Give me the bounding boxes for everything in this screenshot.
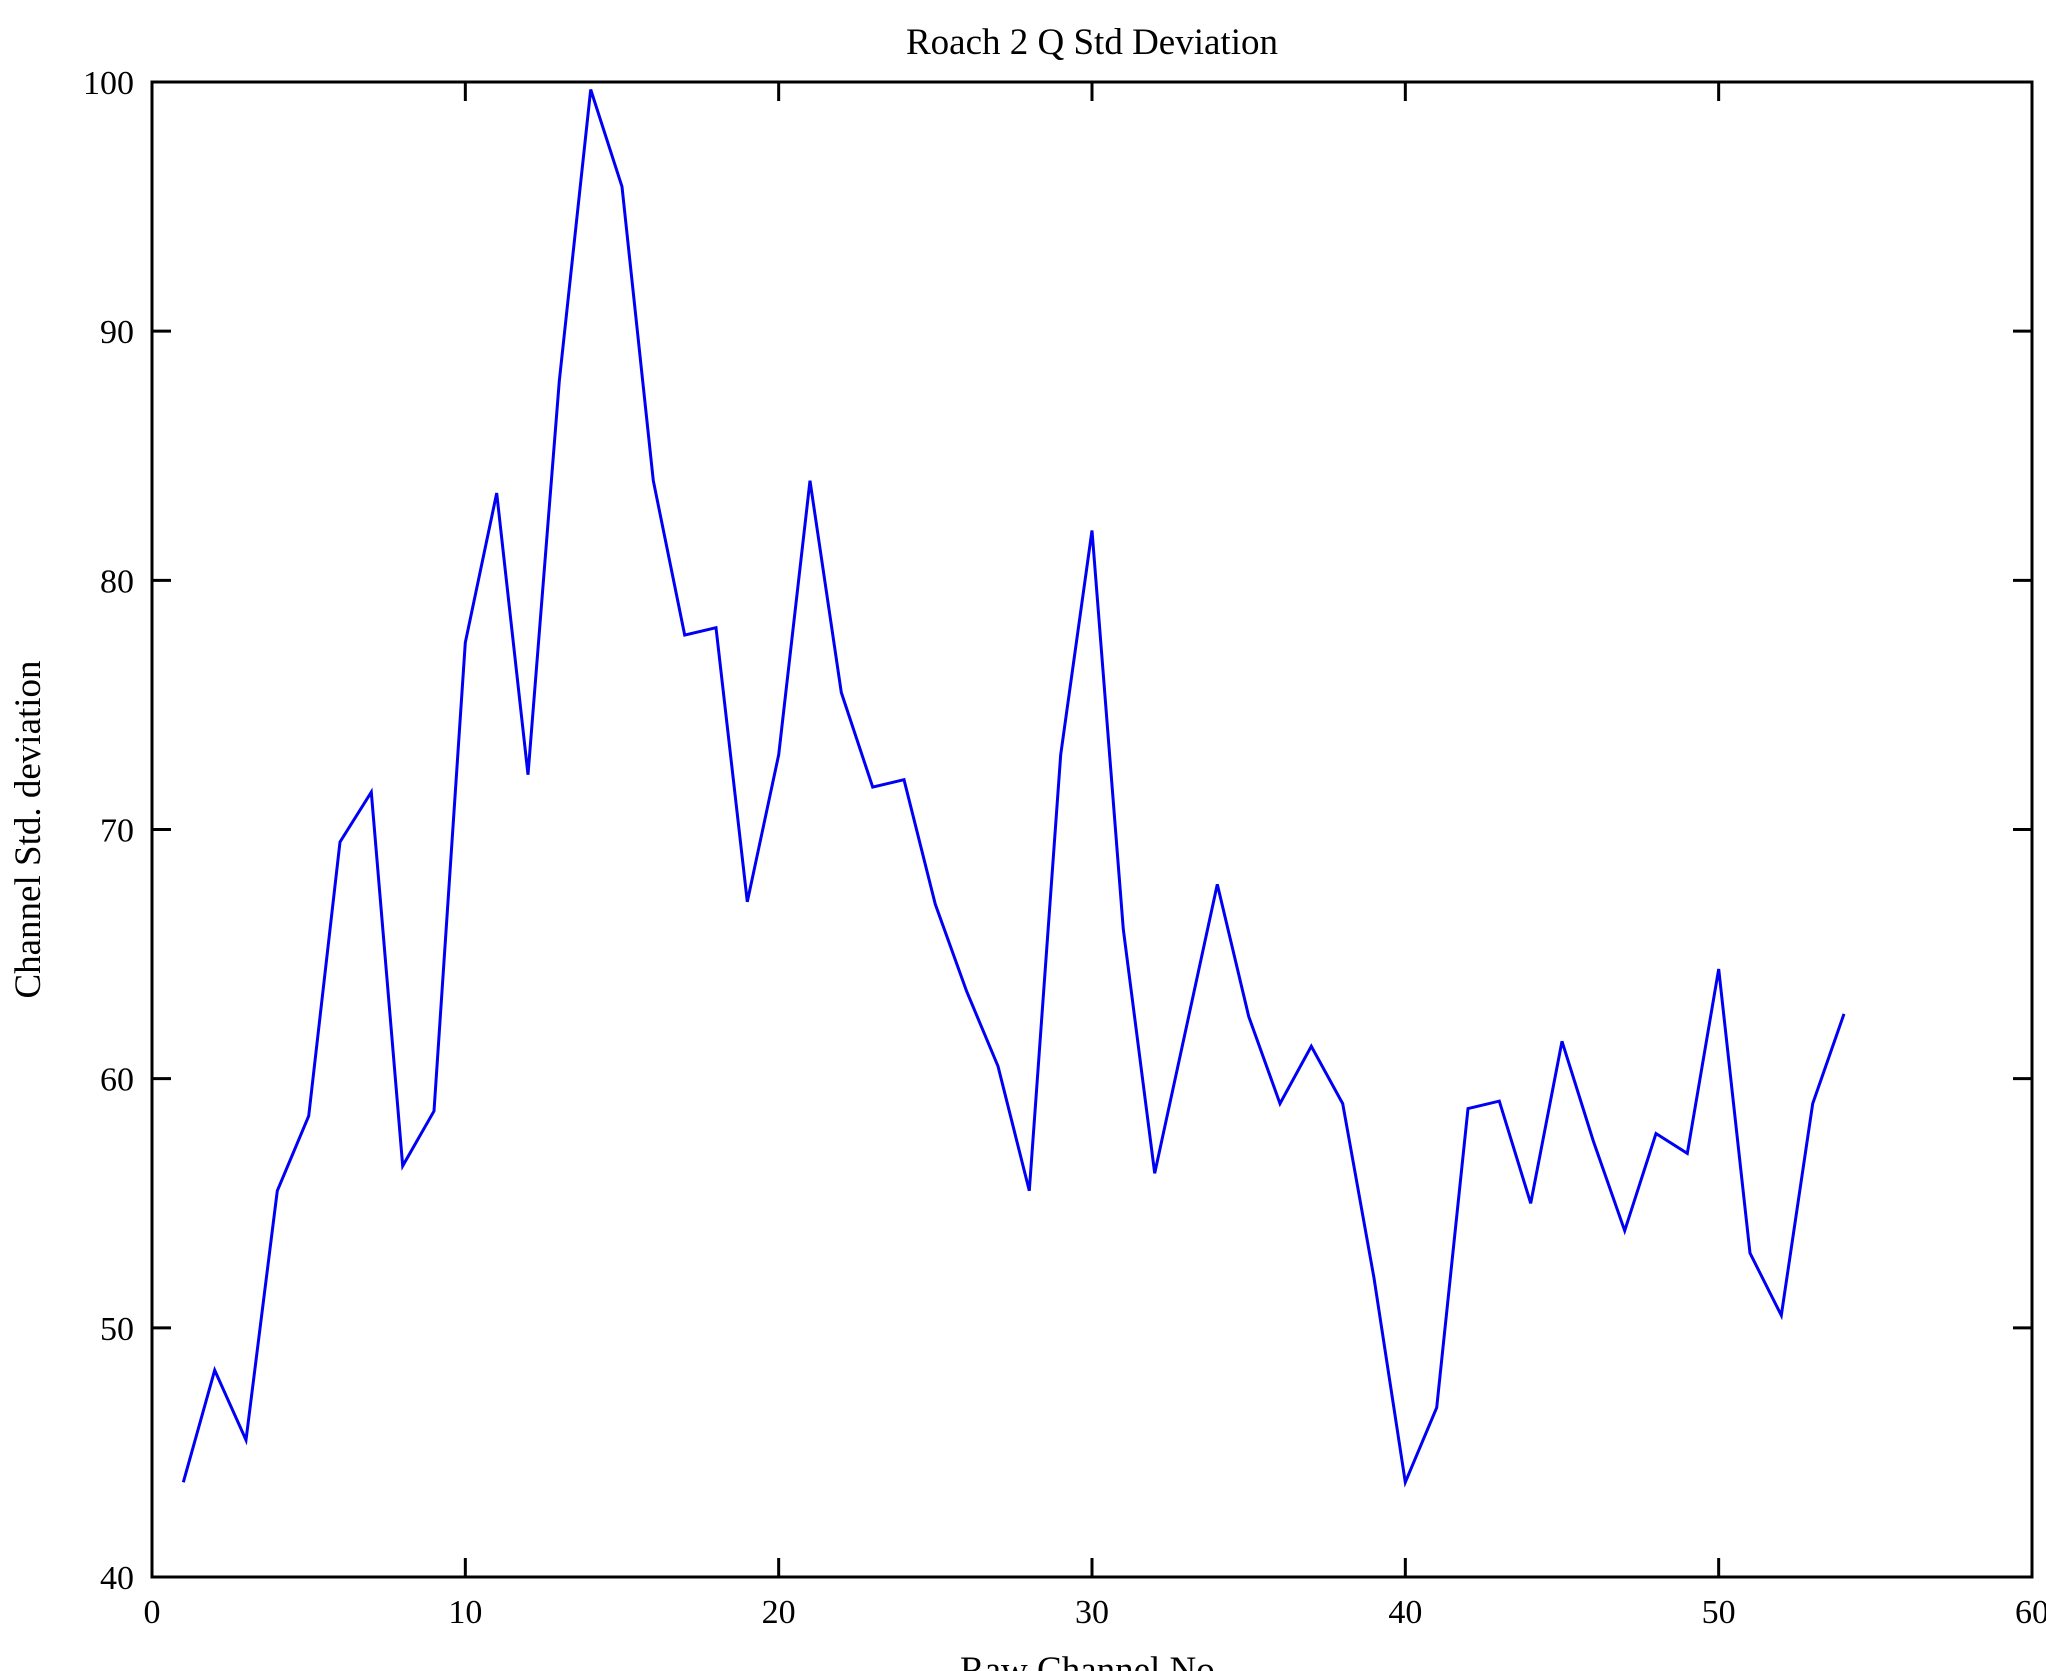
y-axis-label: Channel Std. deviation <box>8 660 49 998</box>
axis-ticks <box>150 80 2034 1579</box>
x-tick-label: 40 <box>1388 1594 1422 1631</box>
x-axis-label: Raw Channel No. <box>960 1650 1224 1671</box>
y-tick-label: 40 <box>100 1560 134 1597</box>
x-tick-label: 30 <box>1075 1594 1109 1631</box>
y-tick-label: 100 <box>83 65 134 102</box>
axis-tick-labels: 0 10 20 30 40 50 60 40 50 60 70 80 90 100 <box>83 65 2046 1631</box>
chart-title: Roach 2 Q Std Deviation <box>906 22 1278 63</box>
x-tick-label: 10 <box>448 1594 482 1631</box>
y-tick-label: 50 <box>100 1311 134 1348</box>
y-tick-label: 60 <box>100 1062 134 1099</box>
y-tick-label: 80 <box>100 563 134 600</box>
x-tick-label: 60 <box>2015 1594 2046 1631</box>
y-tick-label: 70 <box>100 813 134 850</box>
x-tick-label: 20 <box>762 1594 796 1631</box>
y-tick-label: 90 <box>100 314 134 351</box>
line-series <box>181 89 1846 1488</box>
plot-area <box>150 80 2034 1579</box>
x-tick-label: 50 <box>1702 1594 1736 1631</box>
x-tick-label: 0 <box>144 1594 161 1631</box>
